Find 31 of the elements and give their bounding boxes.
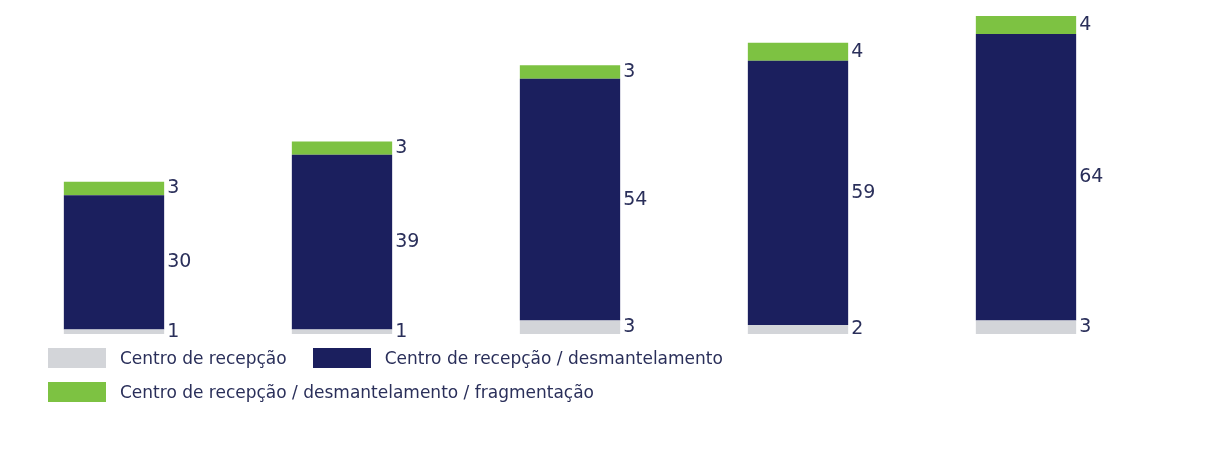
data-label: 4 <box>1079 11 1092 34</box>
bar <box>975 16 1077 34</box>
data-label: 64 <box>1079 164 1104 187</box>
bar <box>63 181 165 196</box>
data-label: 2 <box>851 316 864 339</box>
legend-label: Centro de recepção / desmantelamento <box>384 348 723 368</box>
bar <box>291 141 393 155</box>
data-label: 30 <box>167 249 192 272</box>
bar <box>747 42 849 61</box>
data-label: 1 <box>395 318 408 341</box>
legend-label: Centro de recepção <box>120 348 287 368</box>
bar <box>747 60 849 326</box>
bar <box>975 320 1077 334</box>
bar <box>63 195 165 330</box>
data-label: 1 <box>167 318 180 341</box>
bar <box>519 65 621 79</box>
legend-label: Centro de recepção / desmantelamento / fragmentação <box>120 382 594 402</box>
data-label: 54 <box>623 186 648 209</box>
bar <box>519 320 621 334</box>
data-label: 59 <box>851 179 876 202</box>
bar <box>975 33 1077 321</box>
data-label: 3 <box>1079 314 1092 337</box>
data-label: 3 <box>623 314 636 337</box>
bar <box>519 78 621 321</box>
data-label: 3 <box>395 135 408 158</box>
data-label: 39 <box>395 229 420 252</box>
bar <box>747 325 849 334</box>
data-label: 3 <box>623 58 636 81</box>
data-label: 4 <box>851 38 864 61</box>
bar <box>291 154 393 330</box>
data-label: 3 <box>167 175 180 198</box>
